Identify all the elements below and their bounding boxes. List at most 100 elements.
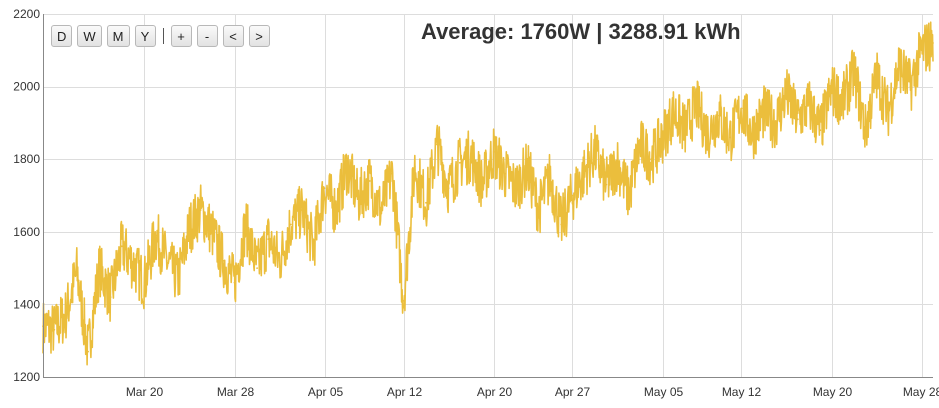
data-point [875,74,878,77]
data-point [740,107,743,110]
data-point [819,129,822,132]
data-point [413,165,416,168]
data-point [853,71,855,73]
data-point [706,132,709,135]
data-point [132,263,135,266]
y-tick-label: 1400 [13,297,40,311]
data-point [729,136,732,139]
average-summary: Average: 1760W | 3288.91 kWh [421,19,741,44]
data-point [751,132,754,135]
data-point [785,93,788,95]
data-point [898,63,901,66]
data-point [64,314,67,317]
data-point [267,238,270,241]
data-point [481,183,484,186]
x-gridlines [144,14,923,377]
x-tick-label: Mar 28 [217,385,255,399]
data-point [549,176,551,179]
data-point [87,350,89,353]
data-point [121,245,123,248]
data-point [605,183,608,186]
data-point [109,296,112,298]
next-button[interactable]: > [248,25,270,47]
x-tick-label: Mar 20 [126,385,164,399]
data-point [920,49,923,52]
data-point [684,129,687,132]
data-point [402,299,405,302]
data-point [673,111,675,113]
data-point [616,161,619,164]
x-tick-label: May 28 [903,385,939,399]
data-point [492,151,495,153]
data-point [222,259,225,262]
x-tick-label: Apr 27 [555,385,591,399]
data-point [335,209,337,211]
data-point [774,122,777,124]
toolbar-separator [162,28,164,44]
data-point [357,198,360,201]
data-point [143,281,146,284]
x-tick-label: May 12 [722,385,762,399]
data-point [560,223,563,226]
month-range-button[interactable]: M [106,25,130,47]
data-point [796,118,799,121]
data-point [188,227,191,230]
data-point [887,111,889,113]
x-tick-label: Apr 20 [477,385,513,399]
range-toolbar: D W M Y + - < > [51,25,275,47]
x-tick-labels: Mar 20 Mar 28 Apr 05 Apr 12 Apr 20 Apr 27 May … [126,385,939,399]
data-point [447,187,450,190]
data-point [458,161,461,164]
x-tick-label: Apr 05 [308,385,344,399]
data-point [154,234,157,237]
x-tick-label: Apr 12 [387,385,423,399]
power-series-line [42,21,934,366]
data-point [177,278,180,280]
data-point [661,136,664,139]
data-point [504,172,506,175]
data-point [571,194,574,197]
data-point [211,230,213,233]
data-point [582,172,585,175]
week-range-button[interactable]: W [77,25,102,47]
x-tick-label: May 20 [813,385,853,399]
zoom-in-button[interactable]: + [170,25,192,47]
y-tick-label: 2200 [13,7,40,21]
day-range-button[interactable]: D [51,25,73,47]
y-tick-label: 2000 [13,80,40,94]
data-point [256,267,258,269]
data-point [436,143,439,146]
data-point [909,85,912,88]
data-point [346,165,349,168]
data-point [864,129,867,132]
data-point [515,187,518,190]
data-point [323,187,326,190]
data-point [695,103,698,106]
data-point [650,158,653,161]
y-tick-label: 1600 [13,225,40,239]
data-point [526,165,529,168]
data-point [312,245,315,248]
y-tick-label: 1800 [13,152,40,166]
data-point [594,151,596,153]
data-point [53,328,56,331]
data-point [470,154,472,157]
data-point [425,201,427,204]
data-point [830,89,833,92]
data-point [763,111,765,113]
data-point [639,143,641,146]
series-layer [42,21,934,366]
previous-button[interactable]: < [222,25,244,47]
axes-layer [43,14,933,378]
data-point [718,114,720,117]
data-point [166,259,168,262]
data-point [368,180,371,182]
data-point [537,209,540,211]
data-point [98,267,101,269]
data-point [842,100,844,102]
data-point [627,194,630,197]
data-point [289,223,292,226]
year-range-button[interactable]: Y [134,25,156,47]
zoom-out-button[interactable]: - [196,25,218,47]
